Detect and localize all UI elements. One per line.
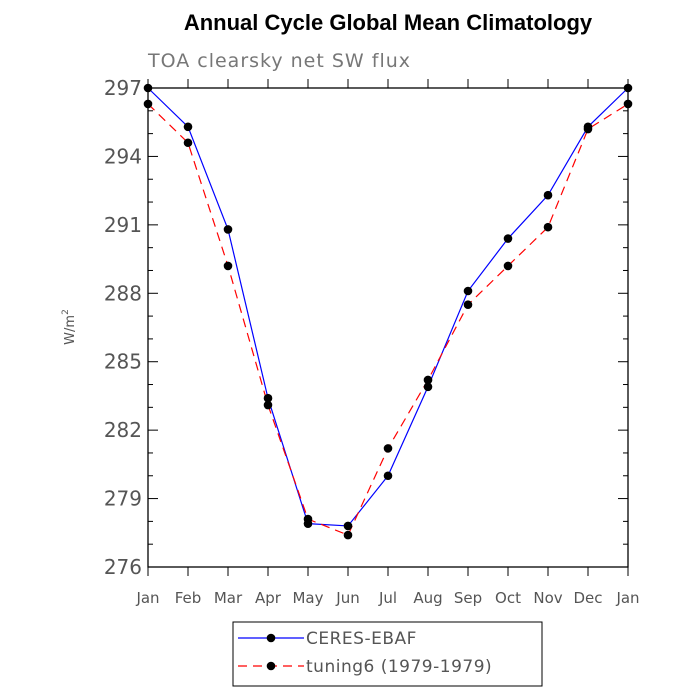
x-tick-label: Dec <box>573 589 602 607</box>
y-tick-label: 294 <box>104 144 142 168</box>
legend-marker-tuning6 <box>266 661 276 671</box>
legend: CERES-EBAF tuning6 (1979-1979) <box>232 621 543 687</box>
x-tick-label: Jan <box>615 589 639 607</box>
series-markers <box>143 83 633 540</box>
x-tick-label: Nov <box>533 589 562 607</box>
data-point-ceres-ebaf <box>623 83 633 93</box>
legend-marker-ceres-ebaf <box>266 633 276 643</box>
x-tick-label: Apr <box>255 589 282 607</box>
legend-label-tuning6: tuning6 (1979-1979) <box>306 657 492 677</box>
y-axis-label-exponent: 2 <box>61 309 71 315</box>
data-point-ceres-ebaf <box>463 286 473 296</box>
data-point-ceres-ebaf <box>143 83 153 93</box>
y-tick-label: 291 <box>104 213 142 237</box>
x-tick-label: Aug <box>413 589 442 607</box>
plot-frame <box>147 87 629 568</box>
y-tick-label: 282 <box>104 418 142 442</box>
data-point-tuning6-1979-1979 <box>503 261 513 271</box>
x-tick-label: Mar <box>214 589 243 607</box>
data-point-tuning6-1979-1979 <box>423 375 433 385</box>
data-point-tuning6-1979-1979 <box>463 300 473 309</box>
data-point-ceres-ebaf <box>263 393 273 403</box>
y-tick-label: 297 <box>104 76 142 100</box>
data-point-tuning6-1979-1979 <box>583 124 593 134</box>
series-line-tuning6-1979-1979 <box>147 103 629 536</box>
y-axis-label: W/m2 <box>61 309 78 345</box>
data-point-tuning6-1979-1979 <box>543 222 553 232</box>
data-point-ceres-ebaf <box>383 471 393 481</box>
series-lines <box>147 87 629 536</box>
chart-title: Annual Cycle Global Mean Climatology <box>184 10 593 35</box>
data-point-tuning6-1979-1979 <box>183 138 193 148</box>
data-point-ceres-ebaf <box>223 225 233 234</box>
data-point-ceres-ebaf <box>543 190 553 200</box>
axis-ticks: 276 279 282 285 288 291 294 297 Jan Feb Mar Apr May J… <box>104 76 640 607</box>
data-point-ceres-ebaf <box>423 382 433 392</box>
data-point-ceres-ebaf <box>343 521 353 531</box>
data-point-tuning6-1979-1979 <box>143 99 153 109</box>
x-tick-label: Jul <box>378 589 397 607</box>
data-point-ceres-ebaf <box>183 122 193 132</box>
data-point-ceres-ebaf <box>503 234 513 243</box>
data-point-tuning6-1979-1979 <box>383 444 393 453</box>
x-tick-label: Oct <box>495 589 521 607</box>
legend-label-ceres-ebaf: CERES-EBAF <box>306 629 417 649</box>
legend-box <box>232 621 543 687</box>
data-point-tuning6-1979-1979 <box>623 99 633 109</box>
data-point-tuning6-1979-1979 <box>343 530 353 540</box>
data-point-tuning6-1979-1979 <box>223 261 233 271</box>
y-tick-label: 288 <box>104 281 142 305</box>
x-tick-label: Jan <box>135 589 159 607</box>
data-point-tuning6-1979-1979 <box>303 514 313 524</box>
x-tick-label: Feb <box>175 589 202 607</box>
x-tick-label: May <box>292 589 323 607</box>
chart-subtitle: TOA clearsky net SW flux <box>147 50 411 72</box>
x-tick-label: Jun <box>335 589 359 607</box>
x-tick-label: Sep <box>454 589 482 607</box>
y-tick-label: 279 <box>104 487 142 511</box>
y-tick-label: 276 <box>104 555 142 579</box>
y-axis-label-units: W/m <box>63 315 78 345</box>
data-point-tuning6-1979-1979 <box>263 400 273 410</box>
series-line-ceres-ebaf <box>147 87 629 527</box>
y-tick-label: 285 <box>104 350 142 374</box>
